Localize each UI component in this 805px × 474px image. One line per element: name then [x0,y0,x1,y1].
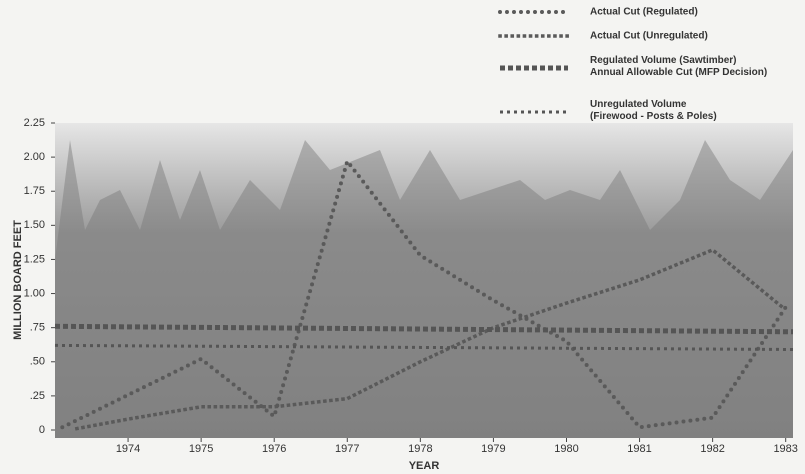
x-tick-label: 1983 [773,443,797,455]
legend-label: Actual Cut (Regulated) [590,7,698,18]
legend-label: Regulated Volume (Sawtimber) Annual Allow… [590,55,767,78]
y-tick-label: .75 [30,322,45,334]
x-tick-label: 1981 [627,443,651,455]
legend-label: Unregulated Volume (Firewood - Posts & Po… [590,99,717,122]
y-tick-label: 1.50 [24,219,45,231]
x-axis-label: YEAR [409,460,440,472]
x-tick-label: 1979 [481,443,505,455]
x-tick-label: 1976 [262,443,286,455]
y-tick-label: 2.25 [24,117,45,129]
x-tick-label: 1980 [554,443,578,455]
x-tick-label: 1982 [700,443,724,455]
y-tick-label: 0 [39,424,45,436]
x-tick-label: 1978 [408,443,432,455]
x-tick-label: 1974 [116,443,140,455]
y-tick-label: .50 [30,356,45,368]
y-tick-label: .25 [30,390,45,402]
y-axis-label: MILLION BOARD FEET [12,220,24,340]
legend-label: Actual Cut (Unregulated) [590,31,708,42]
plot-background [55,123,793,438]
series-line [74,247,789,431]
x-tick-label: 1975 [189,443,213,455]
y-tick-label: 1.00 [24,287,45,299]
y-tick-label: 1.75 [24,185,45,197]
y-tick-label: 1.25 [24,253,45,265]
x-tick-label: 1977 [335,443,359,455]
forest-silhouette [55,140,793,438]
series-line [54,323,794,335]
legend: Actual Cut (Regulated) Actual Cut (Unregu… [498,7,767,122]
y-tick-label: 2.00 [24,151,45,163]
series-line [60,156,788,430]
